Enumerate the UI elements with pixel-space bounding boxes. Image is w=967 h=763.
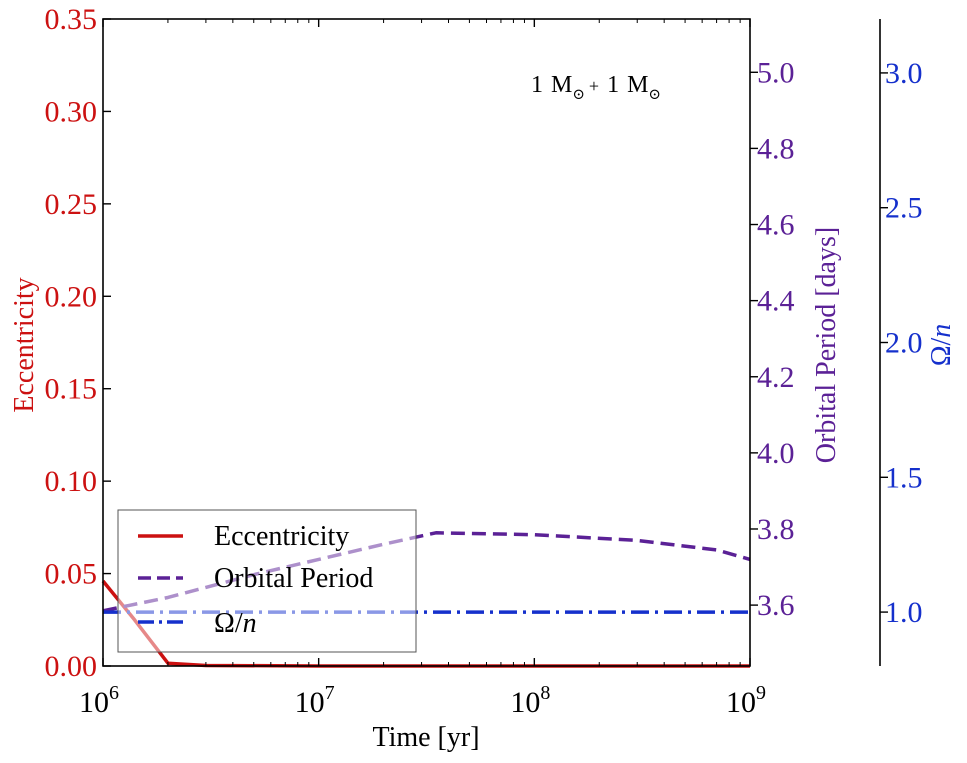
annotation-mass-2: 1	[607, 72, 619, 98]
omega-tick-label: 2.0	[885, 327, 923, 360]
x-tick-base: 10	[726, 686, 756, 719]
x-tick-exponent: 6	[109, 682, 119, 704]
orbital-period-tick-label: 3.6	[757, 589, 795, 622]
plot-frame	[102, 18, 751, 667]
omega-axis-label: Ω/n	[926, 324, 957, 367]
x-tick-base: 10	[510, 686, 540, 719]
eccentricity-axis-label: Eccentricity	[9, 277, 40, 412]
mass-annotation: 1 M⊙ + 1 M⊙	[531, 72, 661, 103]
annotation-mass-1: 1	[531, 72, 543, 98]
omega-tick-label: 1.0	[885, 596, 923, 629]
eccentricity-tick-label: 0.20	[45, 280, 98, 313]
legend-omega-symbol: Ω	[214, 608, 235, 639]
eccentricity-tick-label: 0.35	[45, 3, 98, 36]
orbital-period-axis-label: Orbital Period [days]	[811, 227, 842, 463]
annotation-m-1: M	[551, 72, 572, 98]
x-axis-label: Time [yr]	[372, 722, 479, 753]
annotation-sun-1: ⊙	[572, 87, 585, 103]
eccentricity-tick-label: 0.30	[45, 95, 98, 128]
orbital-period-tick-label: 5.0	[757, 56, 795, 89]
x-tick-label: 109	[726, 682, 766, 719]
x-tick-base: 10	[79, 686, 109, 719]
legend-omega-n: n	[243, 608, 257, 639]
orbital-period-tick-label: 4.8	[757, 132, 795, 165]
legend-label-omega: Ω/n	[214, 608, 257, 639]
orbital-period-tick-label: 3.8	[757, 513, 795, 546]
legend: Eccentricity Orbital Period Ω/n	[117, 509, 417, 653]
x-tick-label: 107	[295, 682, 335, 719]
omega-axis-label-omega: Ω	[926, 345, 957, 366]
annotation-sun-2: ⊙	[648, 87, 661, 103]
orbital-period-tick-label: 4.2	[757, 361, 795, 394]
axes-layer: 106 107 108 1090.000.050.100.150.200.250.30…	[45, 3, 923, 719]
omega-tick-label: 3.0	[885, 57, 923, 90]
omega-axis-label-slash: /	[926, 337, 957, 345]
legend-box	[117, 509, 417, 653]
x-tick-label: 108	[510, 682, 550, 719]
legend-omega-slash: /	[235, 608, 243, 639]
omega-tick-label: 1.5	[885, 461, 923, 494]
eccentricity-tick-label: 0.15	[45, 373, 98, 406]
legend-label-orbital-period: Orbital Period	[214, 563, 373, 594]
annotation-plus: +	[589, 76, 599, 96]
x-tick-label: 106	[79, 682, 119, 719]
eccentricity-tick-label: 0.25	[45, 188, 98, 221]
orbital-period-tick-label: 4.0	[757, 437, 795, 470]
x-tick-base: 10	[295, 686, 325, 719]
omega-axis-label-n: n	[926, 324, 957, 338]
orbital-period-tick-label: 4.6	[757, 209, 795, 242]
omega-tick-label: 2.5	[885, 192, 923, 225]
eccentricity-tick-label: 0.10	[45, 465, 98, 498]
legend-label-eccentricity: Eccentricity	[214, 521, 349, 552]
eccentricity-tick-label: 0.05	[45, 558, 98, 591]
x-tick-exponent: 7	[325, 682, 335, 704]
annotation-m-2: M	[627, 72, 648, 98]
x-tick-exponent: 8	[540, 682, 550, 704]
eccentricity-tick-label: 0.00	[45, 650, 98, 683]
orbital-period-tick-label: 4.4	[757, 285, 795, 318]
x-tick-exponent: 9	[756, 682, 766, 704]
